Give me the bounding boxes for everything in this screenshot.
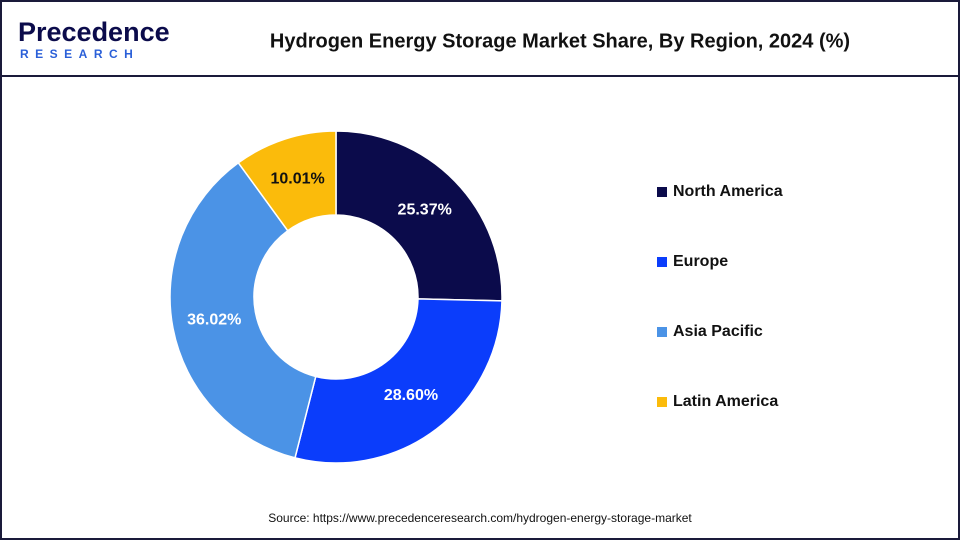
donut-slice [294, 298, 503, 464]
legend-label: Asia Pacific [673, 323, 763, 340]
legend-label: North America [673, 183, 783, 200]
donut-slice [335, 130, 503, 302]
logo-name: Precedence [18, 17, 170, 47]
legend-label: Latin America [673, 393, 778, 410]
legend-swatch [657, 397, 667, 407]
value-label: 10.01% [271, 170, 325, 187]
value-label: 28.60% [384, 387, 438, 404]
source: Source: https://www.precedenceresearch.c… [268, 511, 692, 525]
chart-title: Hydrogen Energy Storage Market Share, By… [270, 30, 850, 52]
legend-swatch [657, 187, 667, 197]
logo-sub: RESEARCH [20, 47, 139, 61]
donut-slice [237, 130, 337, 232]
value-label: 25.37% [398, 202, 452, 219]
legend-swatch [657, 327, 667, 337]
legend-label: Europe [673, 253, 728, 270]
value-label: 36.02% [187, 312, 241, 329]
donut-slice [169, 161, 317, 459]
legend-swatch [657, 257, 667, 267]
